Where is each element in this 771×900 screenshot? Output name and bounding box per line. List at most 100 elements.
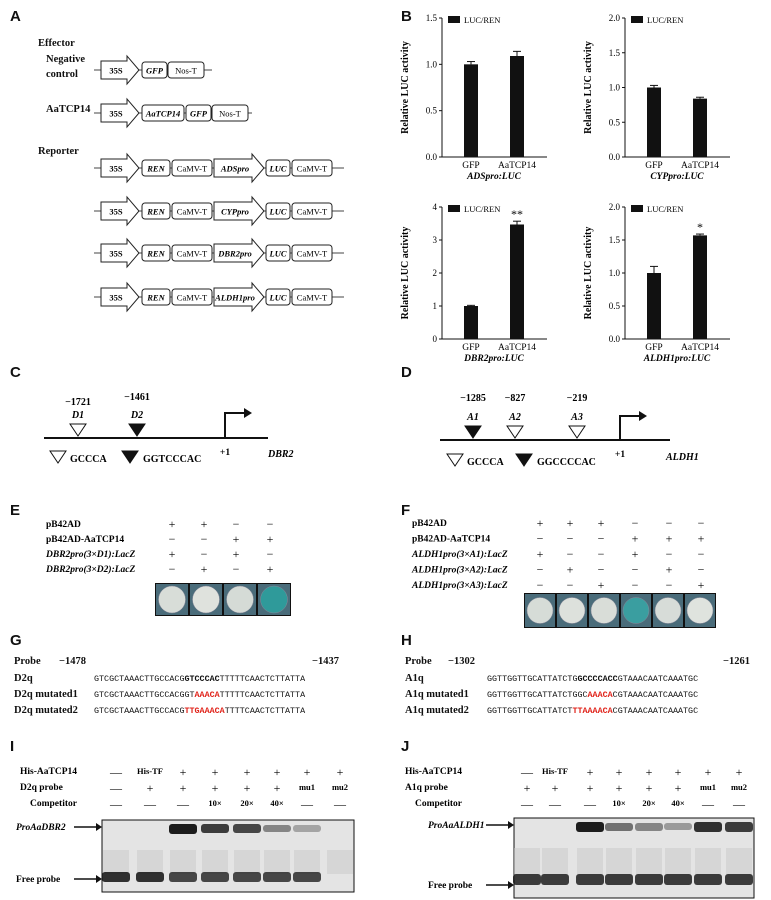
core-motif: GTCCCAC (184, 674, 220, 684)
bar-chart-2: 0.0 0.5 1.0 1.5 2.0 Relative LUC activity LUC/… (583, 13, 730, 182)
row-label: DBR2pro(3×D1):LacZ (45, 549, 136, 560)
sign-mark: − (267, 547, 274, 561)
probe-header: Probe (405, 656, 432, 667)
free-probe-band (605, 874, 633, 885)
a3-position: −219 (567, 393, 588, 404)
panel-label-h: H (401, 632, 412, 649)
gene-label: REN (146, 293, 165, 303)
promoter-label: ADSpro (220, 164, 249, 174)
complex-band (263, 825, 291, 832)
a2-open-triangle (506, 425, 524, 439)
bar-chart-1: 0.0 0.5 1.0 1.5 Relative LUC activity LUC/REN… (400, 13, 547, 182)
sign-mark: − (169, 532, 176, 546)
probe-sequence: GGTTGGTTGCATTATCTTTAAAACACGTAAACAATCAAAT… (487, 706, 698, 716)
probe-sequence: GTCGCTAAACTTGCCACGGTCCCACTTTTTCAACTCTTAT… (94, 674, 305, 684)
x-tick-label: GFP (462, 343, 479, 353)
y-tick-label: 1.5 (426, 13, 438, 23)
legend-open-label: GCCCA (70, 454, 107, 465)
free-probe-label: Free probe (16, 875, 60, 885)
lane-mark: — (732, 797, 746, 811)
sequence-flank: TTTTTCAACTCTTATTA (219, 690, 306, 700)
y-tick-label: 1 (433, 301, 438, 311)
complex-arrowhead (96, 823, 102, 831)
d1-open-triangle (69, 423, 87, 437)
complex-label: ProAaDBR2 (16, 823, 66, 833)
panel-label-a: A (10, 8, 21, 25)
d2-position: −1461 (124, 392, 150, 403)
legend-open-triangle (446, 453, 464, 467)
gene-label: LUC (269, 293, 287, 303)
sign-mark: + (698, 532, 705, 546)
lane-mark: + (147, 781, 154, 795)
a3-open-triangle (568, 425, 586, 439)
lane-smear (170, 850, 196, 874)
mutated-motif: AAACA (194, 690, 220, 700)
chart-title: CYPpro:LUC (650, 172, 704, 182)
promoter-arrow (100, 97, 140, 129)
free-probe-band (102, 872, 130, 882)
bar-gfp (464, 64, 478, 157)
legend-open-label: GCCCA (467, 457, 504, 468)
yeast-colony (526, 597, 554, 624)
lane-mark: — (109, 797, 123, 811)
yeast-colony (622, 597, 650, 624)
probe-name: D2q mutated1 (14, 689, 78, 700)
complex-band (725, 822, 753, 832)
gene-box (211, 104, 249, 122)
gene-box (265, 288, 291, 306)
sign-mark: − (537, 532, 544, 546)
reporter-label: Reporter (38, 146, 79, 157)
yeast-colony (226, 585, 254, 614)
legend-label: LUC/REN (647, 204, 683, 214)
emsa-gel-j: His-AaTCP14 A1q probe Competitor — + — His-TF +… (405, 765, 755, 899)
luc-activity-charts: 0.0 0.5 1.0 1.5 Relative LUC activity LUC/REN… (400, 13, 730, 364)
sequence-flank: TTTTCAACTCTTATTA (224, 706, 306, 716)
yeast-colony (654, 597, 682, 624)
lane-mark: — (583, 797, 597, 811)
y-axis-label: Relative LUC activity (400, 41, 411, 134)
probe-name: D2q (14, 673, 33, 684)
promoter-label: DBR2pro (217, 249, 252, 259)
x-tick-label: GFP (462, 161, 479, 171)
lane-mark: + (736, 765, 743, 779)
negative-control-label: Negative control (46, 54, 86, 80)
lane-mark: + (212, 765, 219, 779)
sign-mark: − (267, 517, 274, 531)
gene-box (265, 244, 291, 262)
gene-box (141, 104, 185, 122)
gene-box (291, 244, 333, 262)
promoter-label: 35S (109, 164, 123, 174)
gene-box (171, 244, 213, 262)
free-probe-band (263, 872, 291, 882)
promoter-label: ALDH1pro (214, 293, 255, 303)
y-tick-label: 0 (433, 334, 438, 344)
complex-band (694, 822, 722, 832)
lane-mark: — (701, 797, 715, 811)
row-label: pB42AD-AaTCP14 (412, 535, 490, 545)
a1-filled-triangle (464, 425, 482, 439)
gene-box (265, 202, 291, 220)
gene-box (141, 159, 171, 177)
significance-mark: ** (511, 207, 523, 221)
sign-mark: − (567, 532, 574, 546)
probe-name: A1q mutated1 (405, 689, 469, 700)
sign-mark: − (567, 547, 574, 561)
lane-mark: mu1 (299, 782, 315, 792)
bar-aatcp14 (510, 55, 524, 157)
sign-mark: + (169, 547, 176, 561)
lane-mark: 20× (240, 798, 254, 808)
sign-mark: − (698, 547, 705, 561)
lane-mark: — (176, 797, 190, 811)
probe-sequence: GTCGCTAAACTTGCCACGTTGAAACATTTTCAACTCTTAT… (94, 706, 305, 716)
lane-mark: + (705, 765, 712, 779)
lane-smear (327, 850, 353, 874)
sign-mark: − (567, 578, 574, 592)
complex-band (169, 824, 197, 834)
lane-smear (103, 850, 129, 874)
probe-sequence: GGTTGGTTGCATTATCTGGCCCCACCGTAAACAATCAAAT… (487, 674, 698, 684)
gene-label: LUC (269, 249, 287, 259)
gene-box (291, 202, 333, 220)
bar-gfp (647, 273, 661, 339)
sign-mark: + (598, 516, 605, 530)
gene-name: ALDH1 (665, 452, 699, 463)
